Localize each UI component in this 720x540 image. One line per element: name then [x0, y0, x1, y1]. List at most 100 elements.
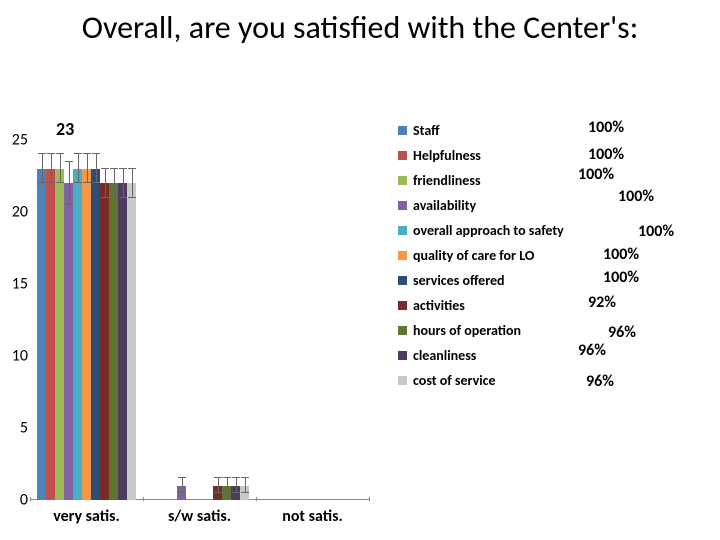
legend-label: cost of service — [413, 372, 496, 389]
legend-item: overall approach to safety 100% — [398, 218, 718, 243]
error-cap — [92, 153, 100, 154]
error-cap — [92, 182, 100, 183]
error-cap — [128, 197, 136, 198]
error-bar — [78, 154, 79, 183]
error-cap — [241, 477, 249, 478]
legend-swatch — [398, 276, 407, 285]
error-bar — [105, 169, 106, 198]
bar — [55, 169, 64, 500]
legend-item: services offered100% — [398, 268, 718, 293]
error-bar — [236, 478, 237, 492]
legend-percent: 96% — [608, 323, 636, 342]
error-cap — [241, 492, 249, 493]
error-cap — [101, 197, 109, 198]
legend-percent: 96% — [586, 372, 614, 391]
error-cap — [101, 168, 109, 169]
legend-item: cleanliness 96% — [398, 343, 718, 368]
legend-swatch — [398, 301, 407, 310]
legend-swatch — [398, 251, 407, 260]
bar — [64, 183, 73, 500]
slide-title: Overall, are you satisfied with the Cent… — [0, 10, 720, 47]
y-tick-label: 10 — [0, 347, 28, 366]
error-bar — [96, 154, 97, 183]
legend-percent: 92% — [588, 293, 616, 312]
error-bar — [245, 478, 246, 492]
legend-item: hours of operation 96% — [398, 318, 718, 343]
legend-swatch — [398, 201, 407, 210]
error-bar — [123, 169, 124, 198]
error-bar — [132, 169, 133, 198]
error-bar — [69, 162, 70, 205]
slide: Overall, are you satisfied with the Cent… — [0, 0, 720, 540]
legend-label: hours of operation — [413, 322, 521, 339]
x-tick-label: very satis. — [53, 507, 120, 526]
legend-percent: 100% — [603, 245, 639, 264]
error-cap — [119, 197, 127, 198]
error-cap — [214, 477, 222, 478]
error-cap — [74, 182, 82, 183]
error-cap — [83, 153, 91, 154]
legend-item: quality of care for LO 100% — [398, 243, 718, 268]
legend-item: cost of service 96% — [398, 368, 718, 393]
legend-item: Helpfulness 100% — [398, 143, 718, 168]
legend-percent: 100% — [588, 118, 624, 137]
legend-swatch — [398, 226, 407, 235]
error-bar — [114, 169, 115, 198]
x-tick-label: not satis. — [282, 507, 343, 526]
error-cap — [178, 477, 186, 478]
bar — [100, 183, 109, 500]
satisfaction-chart: 051015202523very satis.s/w satis.not sat… — [0, 110, 380, 520]
legend-swatch — [398, 326, 407, 335]
error-cap — [56, 182, 64, 183]
legend-label: Helpfulness — [413, 147, 481, 164]
legend-percent: 100% — [638, 222, 674, 241]
bar — [82, 169, 91, 500]
error-bar — [182, 478, 183, 492]
error-bar — [218, 478, 219, 492]
error-bar — [87, 154, 88, 183]
error-bar — [227, 478, 228, 492]
error-cap — [56, 153, 64, 154]
bar — [91, 169, 100, 500]
chart-plot-area: 051015202523very satis.s/w satis.not sat… — [30, 140, 370, 500]
legend-label: availability — [413, 197, 476, 214]
legend-percent: 100% — [603, 268, 639, 287]
error-cap — [65, 204, 73, 205]
legend-percent: 100% — [578, 165, 614, 184]
legend-swatch — [398, 376, 407, 385]
y-tick-label: 15 — [0, 275, 28, 294]
legend-swatch — [398, 126, 407, 135]
legend-label: Staff — [413, 122, 440, 139]
bar — [37, 169, 46, 500]
legend-swatch — [398, 351, 407, 360]
legend-label: overall approach to safety — [413, 222, 564, 239]
bar — [118, 183, 127, 500]
error-cap — [178, 492, 186, 493]
error-cap — [83, 182, 91, 183]
error-cap — [119, 168, 127, 169]
bar — [109, 183, 118, 500]
error-cap — [47, 153, 55, 154]
bar-value-label: 23 — [56, 118, 74, 140]
error-cap — [74, 153, 82, 154]
legend-label: cleanliness — [413, 347, 476, 364]
y-tick-label: 20 — [0, 203, 28, 222]
error-cap — [110, 168, 118, 169]
error-bar — [42, 154, 43, 183]
bar — [127, 183, 136, 500]
error-bar — [51, 154, 52, 183]
y-tick-label: 5 — [0, 419, 28, 438]
error-cap — [223, 477, 231, 478]
error-cap — [65, 161, 73, 162]
error-cap — [223, 492, 231, 493]
error-cap — [232, 492, 240, 493]
legend-swatch — [398, 151, 407, 160]
x-tick-label: s/w satis. — [168, 507, 231, 526]
legend-percent: 96% — [578, 341, 606, 360]
legend-label: quality of care for LO — [413, 247, 534, 264]
error-cap — [232, 477, 240, 478]
chart-legend: Staff100%Helpfulness100%friendliness100%… — [398, 118, 718, 393]
legend-percent: 100% — [588, 145, 624, 164]
legend-item: availability100% — [398, 193, 718, 218]
y-tick-label: 25 — [0, 131, 28, 150]
